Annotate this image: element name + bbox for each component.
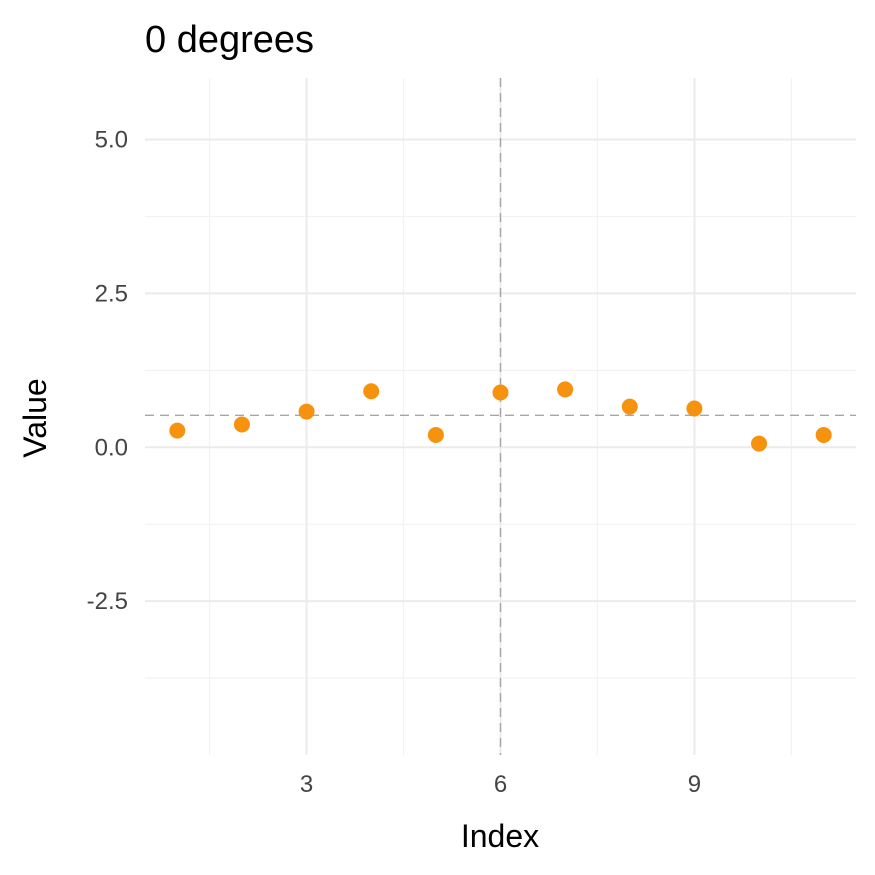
x-axis-ticks: 3 6 9 — [300, 771, 701, 798]
reference-lines — [145, 78, 856, 755]
chart-title: 0 degrees — [145, 19, 314, 61]
data-point — [557, 381, 574, 398]
data-point — [169, 422, 186, 439]
data-point — [233, 416, 250, 433]
y-axis-title: Value — [17, 378, 53, 457]
data-point — [751, 435, 768, 452]
data-point — [298, 403, 315, 420]
data-point — [363, 383, 380, 400]
x-tick-label: 9 — [688, 771, 701, 798]
y-tick-label: 2.5 — [95, 280, 128, 307]
x-axis-title: Index — [461, 818, 539, 854]
y-tick-label: -2.5 — [87, 588, 128, 615]
data-point — [686, 400, 703, 417]
data-point — [492, 384, 509, 401]
y-tick-label: 0.0 — [95, 434, 128, 461]
data-point — [621, 398, 638, 415]
data-points — [169, 381, 832, 452]
y-tick-label: 5.0 — [95, 127, 128, 154]
data-point — [815, 426, 832, 443]
x-tick-label: 3 — [300, 771, 313, 798]
data-point — [427, 426, 444, 443]
x-tick-label: 6 — [494, 771, 507, 798]
y-axis-ticks: -2.5 0.0 2.5 5.0 — [87, 127, 128, 616]
